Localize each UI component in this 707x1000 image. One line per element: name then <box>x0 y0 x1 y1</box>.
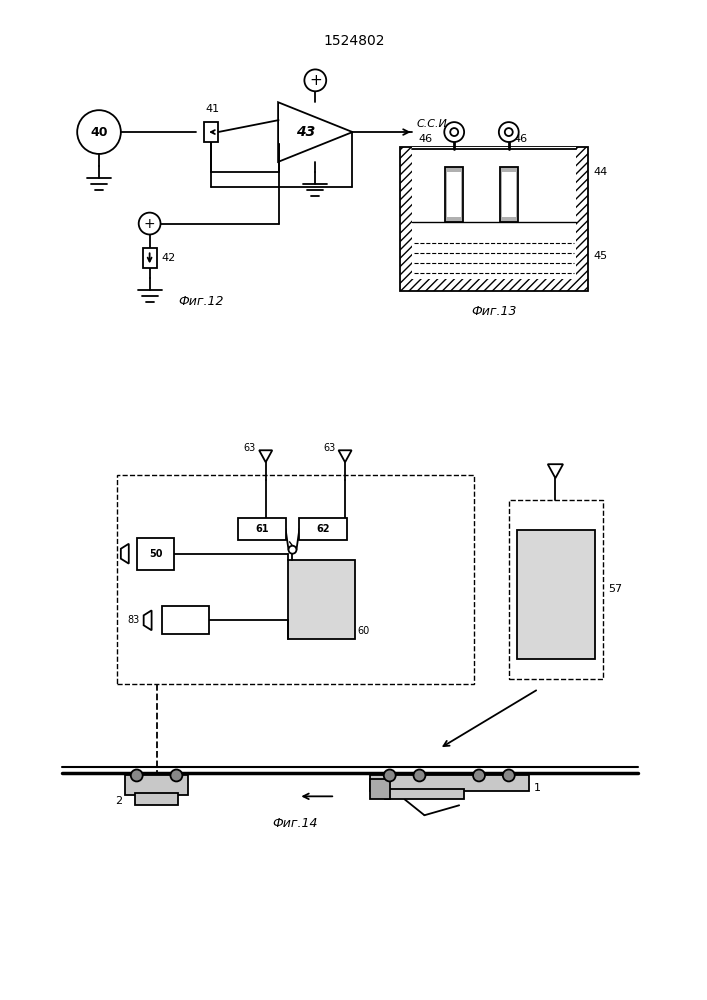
Text: 63: 63 <box>323 443 335 453</box>
Text: 57: 57 <box>608 584 622 594</box>
Circle shape <box>288 546 296 554</box>
Text: С.С.И: С.С.И <box>416 119 448 129</box>
Text: 62: 62 <box>317 524 330 534</box>
Text: +: + <box>144 217 156 231</box>
Bar <box>125 775 188 795</box>
Circle shape <box>499 122 519 142</box>
Text: 45: 45 <box>593 251 607 261</box>
Text: 50: 50 <box>148 549 163 559</box>
Polygon shape <box>121 544 129 564</box>
Bar <box>411 147 576 279</box>
Text: 61: 61 <box>255 524 269 534</box>
Bar <box>448 172 461 217</box>
Text: 46: 46 <box>419 134 433 144</box>
Bar <box>143 248 156 268</box>
Text: 1524802: 1524802 <box>323 34 385 48</box>
Circle shape <box>503 769 515 781</box>
Circle shape <box>505 128 513 136</box>
Text: Фиг.13: Фиг.13 <box>471 305 517 318</box>
Bar <box>370 775 529 791</box>
Polygon shape <box>548 464 563 478</box>
Bar <box>288 560 355 639</box>
Circle shape <box>170 769 182 781</box>
Circle shape <box>414 769 426 781</box>
Circle shape <box>473 769 485 781</box>
Text: +: + <box>309 73 322 88</box>
Text: 40: 40 <box>90 126 107 139</box>
Text: 83: 83 <box>127 615 140 625</box>
Polygon shape <box>144 610 151 630</box>
Bar <box>502 172 515 217</box>
Bar <box>517 530 595 659</box>
Bar <box>385 789 464 799</box>
Text: 60: 60 <box>357 626 369 636</box>
Text: Фиг.14: Фиг.14 <box>273 817 318 830</box>
Circle shape <box>131 769 143 781</box>
Circle shape <box>384 769 396 781</box>
Circle shape <box>139 213 160 234</box>
Text: 63: 63 <box>244 443 256 453</box>
Circle shape <box>77 110 121 154</box>
Bar <box>509 500 603 679</box>
Bar <box>300 518 347 540</box>
Bar <box>238 518 286 540</box>
Text: 42: 42 <box>161 253 176 263</box>
Circle shape <box>444 122 464 142</box>
Text: 43: 43 <box>296 125 315 139</box>
Bar <box>500 167 518 222</box>
Text: 41: 41 <box>205 104 219 114</box>
Polygon shape <box>259 450 272 462</box>
Circle shape <box>450 128 458 136</box>
Text: 44: 44 <box>593 167 607 177</box>
Bar <box>370 779 390 799</box>
Text: Фиг.12: Фиг.12 <box>178 295 224 308</box>
Polygon shape <box>278 102 353 162</box>
Bar <box>135 793 178 805</box>
Bar <box>399 147 588 291</box>
Circle shape <box>305 69 326 91</box>
Bar <box>161 606 209 634</box>
Bar <box>445 167 463 222</box>
Text: 46: 46 <box>514 134 528 144</box>
Bar <box>204 122 218 142</box>
Bar <box>136 538 175 570</box>
Text: 1: 1 <box>534 783 541 793</box>
Text: 2: 2 <box>115 796 122 806</box>
Polygon shape <box>339 450 351 462</box>
Bar <box>117 475 474 684</box>
